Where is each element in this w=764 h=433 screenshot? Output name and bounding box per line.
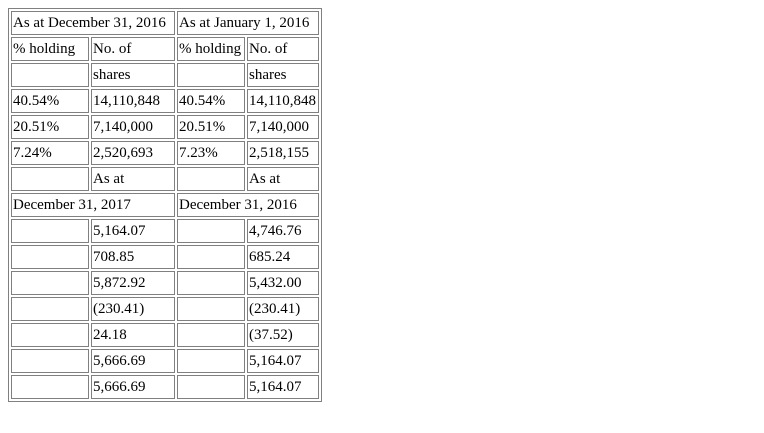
header-pct-holding: % holding <box>11 37 89 61</box>
header-period-jan-2016: As at January 1, 2016 <box>177 11 319 35</box>
amount-right: (37.52) <box>247 323 319 347</box>
empty-cell <box>177 271 245 295</box>
table-row: 5,872.92 5,432.00 <box>11 271 319 295</box>
amount-left: 708.85 <box>91 245 175 269</box>
header-date-left: December 31, 2017 <box>11 193 175 217</box>
table-row: 5,164.07 4,746.76 <box>11 219 319 243</box>
table-row: 20.51% 7,140,000 20.51% 7,140,000 <box>11 115 319 139</box>
empty-cell <box>177 219 245 243</box>
table-row: 24.18 (37.52) <box>11 323 319 347</box>
empty-cell <box>11 323 89 347</box>
empty-cell <box>11 297 89 321</box>
header-shares: shares <box>247 63 319 87</box>
header-date-right: December 31, 2016 <box>177 193 319 217</box>
holding-pct-dec: 7.24% <box>11 141 89 165</box>
header-as-at-right: As at <box>247 167 319 191</box>
holding-shares-jan: 2,518,155 <box>247 141 319 165</box>
amount-right: 685.24 <box>247 245 319 269</box>
holding-shares-jan: 14,110,848 <box>247 89 319 113</box>
holding-shares-dec: 7,140,000 <box>91 115 175 139</box>
table-row: December 31, 2017 December 31, 2016 <box>11 193 319 217</box>
empty-cell <box>11 245 89 269</box>
amount-left: 5,164.07 <box>91 219 175 243</box>
empty-cell <box>11 271 89 295</box>
amount-left: 24.18 <box>91 323 175 347</box>
header-no-of: No. of <box>91 37 175 61</box>
empty-cell <box>11 349 89 373</box>
holding-pct-jan: 40.54% <box>177 89 245 113</box>
amount-left: (230.41) <box>91 297 175 321</box>
header-period-dec-2016: As at December 31, 2016 <box>11 11 175 35</box>
holding-pct-dec: 20.51% <box>11 115 89 139</box>
table-row: 708.85 685.24 <box>11 245 319 269</box>
amount-right: (230.41) <box>247 297 319 321</box>
header-as-at-left: As at <box>91 167 175 191</box>
empty-cell <box>177 63 245 87</box>
amount-right: 4,746.76 <box>247 219 319 243</box>
amount-right: 5,432.00 <box>247 271 319 295</box>
amount-left: 5,666.69 <box>91 375 175 399</box>
amount-left: 5,872.92 <box>91 271 175 295</box>
empty-cell <box>11 375 89 399</box>
table-row: As at As at <box>11 167 319 191</box>
holding-pct-jan: 7.23% <box>177 141 245 165</box>
empty-cell <box>177 297 245 321</box>
header-pct-holding: % holding <box>177 37 245 61</box>
amount-right: 5,164.07 <box>247 375 319 399</box>
table-row: 5,666.69 5,164.07 <box>11 375 319 399</box>
holding-shares-dec: 2,520,693 <box>91 141 175 165</box>
table-row: % holding No. of % holding No. of <box>11 37 319 61</box>
document-body: As at December 31, 2016 As at January 1,… <box>8 8 322 402</box>
holding-shares-jan: 7,140,000 <box>247 115 319 139</box>
table-row: 5,666.69 5,164.07 <box>11 349 319 373</box>
table-row: (230.41) (230.41) <box>11 297 319 321</box>
empty-cell <box>177 245 245 269</box>
table-row: As at December 31, 2016 As at January 1,… <box>11 11 319 35</box>
table-row: 40.54% 14,110,848 40.54% 14,110,848 <box>11 89 319 113</box>
holding-pct-dec: 40.54% <box>11 89 89 113</box>
empty-cell <box>177 349 245 373</box>
empty-cell <box>11 167 89 191</box>
holding-pct-jan: 20.51% <box>177 115 245 139</box>
empty-cell <box>177 323 245 347</box>
table-row: 7.24% 2,520,693 7.23% 2,518,155 <box>11 141 319 165</box>
empty-cell <box>11 63 89 87</box>
header-no-of: No. of <box>247 37 319 61</box>
header-shares: shares <box>91 63 175 87</box>
amount-right: 5,164.07 <box>247 349 319 373</box>
holding-shares-dec: 14,110,848 <box>91 89 175 113</box>
empty-cell <box>177 375 245 399</box>
empty-cell <box>177 167 245 191</box>
empty-cell <box>11 219 89 243</box>
amount-left: 5,666.69 <box>91 349 175 373</box>
table-row: shares shares <box>11 63 319 87</box>
shareholding-table: As at December 31, 2016 As at January 1,… <box>8 8 322 402</box>
